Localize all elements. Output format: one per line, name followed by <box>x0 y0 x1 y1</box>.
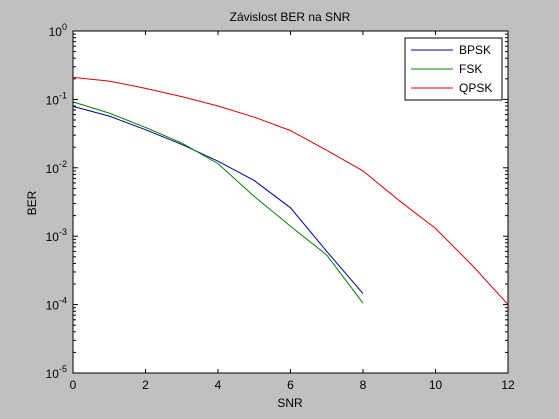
y-tick-label: 100 <box>49 22 67 39</box>
y-tick-label: 10-3 <box>46 227 67 244</box>
legend-label-qpsk: QPSK <box>459 81 492 95</box>
y-tick-label: 10-4 <box>46 296 67 313</box>
y-axis-label: BER <box>25 190 39 215</box>
legend-label-fsk: FSK <box>459 62 482 76</box>
legend: BPSK FSK QPSK <box>404 37 503 101</box>
x-tick-label: 2 <box>142 378 149 392</box>
y-tick-label: 10-2 <box>46 159 67 176</box>
x-tick-label: 4 <box>215 378 222 392</box>
chart-title: Závislost BER na SNR <box>230 10 351 24</box>
x-axis-label: SNR <box>277 396 303 410</box>
x-tick-label: 10 <box>429 378 443 392</box>
series-line-bpsk <box>72 105 364 294</box>
x-tick-label: 6 <box>287 378 294 392</box>
x-tick-label: 8 <box>360 378 367 392</box>
x-tick-label: 12 <box>501 378 515 392</box>
x-axis-ticks: 0 2 4 6 8 10 12 <box>70 31 515 392</box>
y-tick-label: 10-1 <box>46 90 67 107</box>
series-line-qpsk <box>72 76 509 305</box>
y-tick-label: 10-5 <box>46 364 67 381</box>
series-line-fsk <box>72 101 364 304</box>
legend-label-bpsk: BPSK <box>459 43 491 57</box>
y-axis-ticks: 100 10-1 10-2 10-3 10-4 10-5 <box>46 22 508 381</box>
series-layer <box>72 76 509 305</box>
x-tick-label: 0 <box>70 378 77 392</box>
